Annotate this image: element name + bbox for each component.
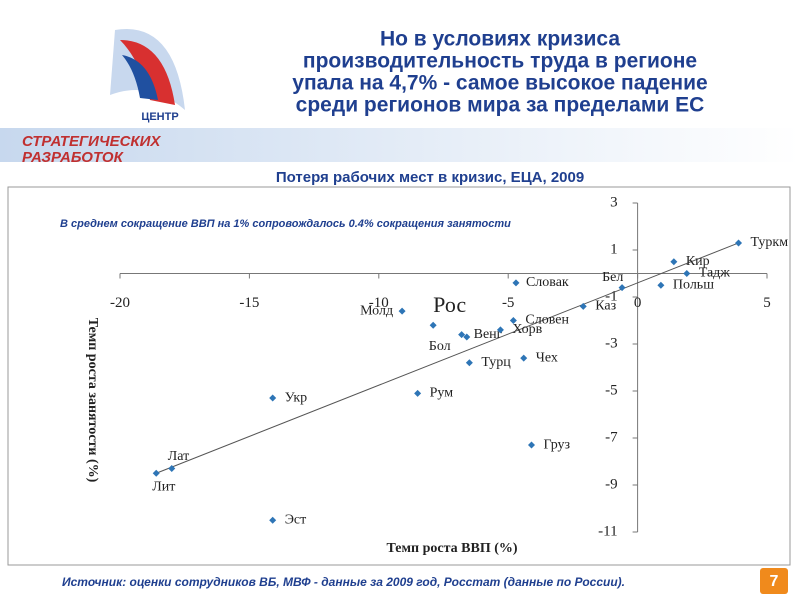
point [527, 441, 535, 449]
x-tick-label: -15 [239, 295, 259, 311]
point [512, 279, 520, 287]
point [683, 270, 691, 277]
chart-title: Потеря рабочих мест в кризис, ЕЦА, 2009 [276, 169, 584, 186]
source: Источник: оценки сотрудников ВБ, МВФ - д… [62, 575, 625, 589]
point [670, 258, 678, 266]
point [398, 307, 406, 315]
x-tick-label: -5 [502, 295, 515, 311]
point [463, 333, 471, 341]
y-tick-label: 3 [610, 194, 618, 210]
point [579, 302, 587, 310]
point [168, 465, 176, 473]
y-tick-label: -5 [605, 382, 618, 398]
point [496, 326, 504, 334]
header-strip [0, 128, 800, 162]
point-label: Туркм [751, 235, 789, 250]
slide-title: упала на 4,7% - самое высокое падение [292, 72, 707, 95]
x-tick-label: 5 [763, 295, 771, 311]
point [269, 394, 277, 402]
y-axis-title: Темп роста занятости (%) [85, 318, 100, 483]
point [414, 389, 422, 397]
x-tick-label: -20 [110, 295, 130, 311]
point-label: Польш [673, 277, 714, 292]
page-box [760, 568, 788, 594]
point [735, 239, 743, 247]
x-axis-title: Темп роста ВВП (%) [386, 541, 517, 556]
slide-title: среди регионов мира за пределами ЕС [296, 94, 705, 117]
x-tick-label: 0 [634, 295, 642, 311]
y-tick-label: -11 [598, 523, 617, 539]
y-tick-label: 1 [610, 241, 618, 257]
point-label: Эст [285, 512, 307, 527]
plot-frame [7, 186, 791, 566]
y-tick-label: -7 [605, 429, 618, 445]
annotation: В среднем сокращение ВВП на 1% сопровожд… [60, 218, 511, 230]
slide-title: производительность труда в регионе [303, 50, 697, 73]
logo-text: ЦЕНТР [141, 111, 178, 123]
point-label: Турц [481, 355, 511, 370]
point [465, 359, 473, 367]
point-label: Чех [536, 350, 558, 365]
point-label: Каз [595, 299, 616, 314]
point-label: Хорв [512, 322, 542, 337]
point-label: Тадж [699, 266, 731, 281]
point [520, 354, 528, 362]
logo-text: СТРАТЕГИЧЕСКИХ [22, 133, 161, 150]
logo-text: РАЗРАБОТОК [22, 149, 125, 166]
trend-line [156, 242, 739, 474]
point [618, 284, 626, 292]
y-tick-label: -9 [605, 476, 618, 492]
page-number: 7 [770, 573, 779, 590]
point [152, 469, 160, 477]
point-label: Укр [285, 390, 307, 405]
point [458, 331, 466, 339]
point-label: Груз [543, 437, 570, 452]
point-label: Рум [430, 386, 454, 401]
point-label: Лат [168, 449, 189, 464]
point-label: Венг [474, 327, 503, 342]
point-label: Бел [602, 270, 623, 285]
point-label: Лит [152, 479, 175, 494]
point-label: Кир [686, 254, 710, 269]
point [269, 516, 277, 524]
y-tick-label: -3 [605, 335, 618, 351]
x-tick-label: -10 [369, 295, 389, 311]
point [657, 281, 665, 289]
point [509, 317, 517, 324]
logo-blue [122, 55, 158, 100]
slide-title: Но в условиях кризиса [380, 28, 620, 51]
point-label: Словак [526, 275, 569, 290]
point-label: Рос [433, 292, 466, 317]
point-label: Молд [360, 303, 393, 318]
point [429, 321, 437, 329]
point-label: Словен [525, 313, 569, 328]
point-label: Бол [429, 339, 451, 354]
